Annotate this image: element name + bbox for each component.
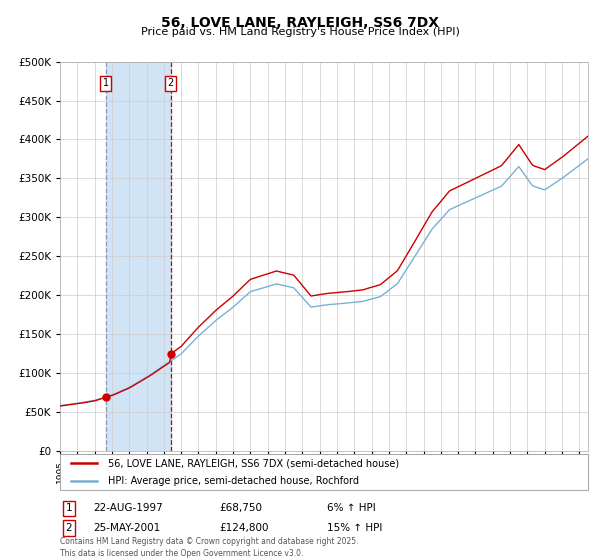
Bar <box>106 62 170 451</box>
Text: Contains HM Land Registry data © Crown copyright and database right 2025.
This d: Contains HM Land Registry data © Crown c… <box>60 537 359 558</box>
Text: 25-MAY-2001: 25-MAY-2001 <box>93 523 160 533</box>
Text: 15% ↑ HPI: 15% ↑ HPI <box>327 523 382 533</box>
Text: 2: 2 <box>65 523 73 533</box>
Text: 1: 1 <box>103 78 109 88</box>
Text: Price paid vs. HM Land Registry's House Price Index (HPI): Price paid vs. HM Land Registry's House … <box>140 27 460 37</box>
Text: 2: 2 <box>167 78 174 88</box>
Text: 1: 1 <box>65 503 73 514</box>
Text: 56, LOVE LANE, RAYLEIGH, SS6 7DX: 56, LOVE LANE, RAYLEIGH, SS6 7DX <box>161 16 439 30</box>
Text: £68,750: £68,750 <box>219 503 262 514</box>
Text: 22-AUG-1997: 22-AUG-1997 <box>93 503 163 514</box>
Text: 6% ↑ HPI: 6% ↑ HPI <box>327 503 376 514</box>
Text: HPI: Average price, semi-detached house, Rochford: HPI: Average price, semi-detached house,… <box>107 476 359 486</box>
FancyBboxPatch shape <box>60 454 588 490</box>
Text: £124,800: £124,800 <box>219 523 269 533</box>
Text: 56, LOVE LANE, RAYLEIGH, SS6 7DX (semi-detached house): 56, LOVE LANE, RAYLEIGH, SS6 7DX (semi-d… <box>107 459 398 468</box>
